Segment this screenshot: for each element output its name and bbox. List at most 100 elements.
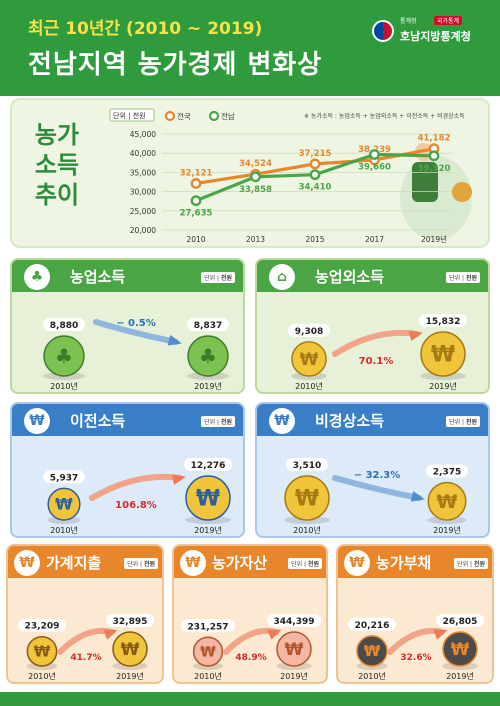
value-label: 20,216 xyxy=(355,621,390,631)
trend-legend: 전국 전남 xyxy=(164,110,235,122)
value-glyph-symbol: ♣ xyxy=(199,344,217,368)
value-glyph-symbol: ₩ xyxy=(451,640,470,660)
value-glyph-symbol: ₩ xyxy=(121,640,140,660)
card-title: 농가부채 xyxy=(376,554,432,572)
value-pill xyxy=(106,614,154,627)
value-glyph xyxy=(192,636,224,667)
comparison-graphic: ₩231,257 2010년 ₩344,399 2019년 48.9% xyxy=(181,614,321,681)
value-pill xyxy=(288,323,330,337)
unit-badge: 단위 | 천원 xyxy=(201,416,235,427)
unit-badge: 단위 | 천원 xyxy=(201,272,235,283)
value-glyph xyxy=(291,341,327,377)
value-glyph-symbol: ₩ xyxy=(200,645,216,661)
value-glyph xyxy=(26,635,58,667)
value-glyph xyxy=(43,335,85,377)
card-body: ₩5,937 2010년 ₩12,276 2019년 106.8% xyxy=(12,436,243,536)
value-label: 231,257 xyxy=(188,622,229,632)
change-percent: − 0.5% xyxy=(116,318,156,329)
header-banner: 최근 10년간 (2010 ~ 2019) 전남지역 농가경제 변화상 통계청 … xyxy=(0,0,500,96)
change-arrow xyxy=(93,319,179,345)
value-glyph xyxy=(47,487,81,521)
logo-name: 호남지방통계청 xyxy=(400,30,471,43)
logo-small-text: 통계청 xyxy=(400,18,417,25)
card-body: ₩9,308 2010년 ₩15,832 2019년 70.1% xyxy=(257,292,488,392)
footer-band xyxy=(0,692,500,706)
value-glyph xyxy=(112,631,148,667)
year-label: 2010년 xyxy=(358,671,386,681)
change-arrowhead xyxy=(267,629,282,640)
value-pill xyxy=(419,314,467,327)
comparison-graphic: ₩3,510 2010년 ₩2,375 2019년 − 32.3% xyxy=(283,458,468,535)
card-body: ₩20,216 2010년 ₩26,805 2019년 32.6% xyxy=(338,578,492,682)
card-header: ♣ 농업소득 단위 | 천원 xyxy=(12,260,243,292)
unit-badge: 단위 | 천원 xyxy=(446,416,480,427)
change-arrow xyxy=(387,628,445,655)
trend-label: 농가 소득 추이 xyxy=(22,120,92,210)
data-label: 34,410 xyxy=(299,183,332,193)
value-label: 8,880 xyxy=(50,321,78,331)
value-glyph xyxy=(284,475,330,521)
change-arrowhead xyxy=(410,491,425,502)
value-glyph-symbol: ₩ xyxy=(196,487,220,512)
value-glyph-symbol: ₩ xyxy=(431,343,455,368)
change-percent: 32.6% xyxy=(400,653,431,663)
value-glyph xyxy=(276,631,312,667)
year-label: 2010년 xyxy=(28,671,56,681)
x-tick-label: 2015 xyxy=(305,235,324,244)
won-cycle-icon: ₩ xyxy=(14,550,40,576)
change-percent: 70.1% xyxy=(359,356,394,367)
scarecrow-icon: ♣ xyxy=(24,264,50,290)
value-pill xyxy=(43,318,85,331)
header-subtitle: 최근 10년간 (2010 ~ 2019) xyxy=(28,19,263,39)
year-label: 2019년 xyxy=(433,525,461,535)
data-label: 41,182 xyxy=(418,134,451,144)
value-pill xyxy=(43,470,85,484)
value-pill xyxy=(184,458,232,471)
won-bag-icon: ₩ xyxy=(24,408,50,434)
comparison-graphic: ♣ 8,880 2010년 ♣ 8,837 2019년 − 0.5% xyxy=(43,318,229,391)
card-header: ₩ 농가자산 단위 | 천원 xyxy=(174,546,326,578)
income-trend-panel: 농가 소득 추이 단위 | 천원 전국 전남 ※ 농가소득 : 농업소득 + 농업외소… xyxy=(10,98,490,248)
value-label: 8,837 xyxy=(194,321,222,331)
x-tick-label: 2019년 xyxy=(421,234,447,244)
page-title: 전남지역 농가경제 변화상 xyxy=(28,50,323,80)
card-farm-debt: ₩ 농가부채 단위 | 천원 ₩20,216 2010년 ₩26,805 2019년 3… xyxy=(336,544,494,684)
value-label: 26,805 xyxy=(443,617,478,627)
change-arrowhead xyxy=(167,335,182,346)
y-tick-label: 30,000 xyxy=(130,188,156,197)
data-point xyxy=(190,195,202,207)
data-label: 39,660 xyxy=(358,163,391,173)
y-tick-label: 25,000 xyxy=(130,207,156,216)
value-glyph xyxy=(442,631,478,667)
x-tick-label: 2010 xyxy=(186,235,205,244)
data-point xyxy=(309,169,321,181)
data-point xyxy=(369,149,380,160)
change-percent: − 32.3% xyxy=(354,470,401,481)
legend-marker xyxy=(164,110,176,122)
value-pill xyxy=(436,614,484,627)
x-tick-label: 2013 xyxy=(246,235,265,244)
year-label: 2019년 xyxy=(280,671,308,681)
year-label: 2019년 xyxy=(446,671,474,681)
card-transfer-income: ₩ 이전소득 단위 | 천원 ₩5,937 2010년 ₩12,276 2019년 10… xyxy=(10,402,245,538)
year-label: 2019년 xyxy=(116,671,144,681)
year-label: 2019년 xyxy=(194,525,222,535)
trend-label-line: 추이 xyxy=(34,181,80,209)
comparison-graphic: ₩20,216 2010년 ₩26,805 2019년 32.6% xyxy=(348,614,484,681)
data-point xyxy=(250,171,261,183)
change-arrowhead xyxy=(103,629,118,640)
comparison-graphic: ₩5,937 2010년 ₩12,276 2019년 106.8% xyxy=(43,458,232,535)
card-body: ₩3,510 2010년 ₩2,375 2019년 − 32.3% xyxy=(257,436,488,536)
change-arrow xyxy=(89,473,183,501)
change-arrowhead xyxy=(408,330,423,341)
unit-badge: 단위 | 천원 xyxy=(288,558,322,569)
year-label: 2010년 xyxy=(50,525,78,535)
card-title: 이전소득 xyxy=(70,412,126,430)
change-arrow xyxy=(223,628,279,655)
change-arrow xyxy=(332,475,422,501)
data-label: 34,524 xyxy=(239,159,272,169)
card-nonagri-income: ⌂ 농업외소득 단위 | 천원 ₩9,308 2010년 ₩15,832 2019년 7… xyxy=(255,258,490,394)
value-label: 344,399 xyxy=(274,617,315,627)
value-label: 3,510 xyxy=(293,461,321,471)
change-arrowhead xyxy=(433,629,448,640)
